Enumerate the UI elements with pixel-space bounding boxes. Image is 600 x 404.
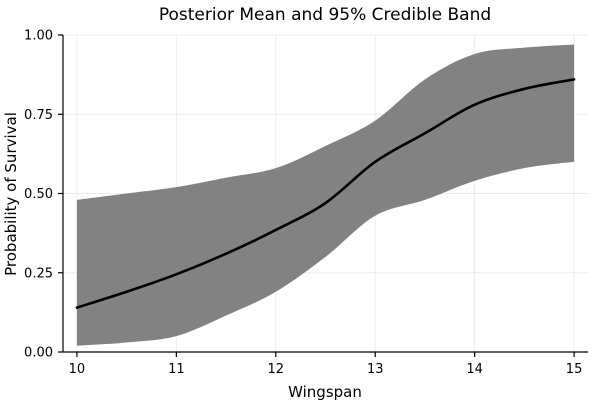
posterior-mean-line: [75, 78, 576, 309]
y-tick-labels: 0.00 0.25 0.50 0.75 1.00: [24, 29, 53, 361]
x-tick-label: 15: [566, 362, 583, 377]
x-tick-label: 13: [367, 362, 384, 377]
x-tick-label: 10: [69, 362, 86, 377]
y-tick-label: 0.25: [24, 266, 53, 281]
y-tick-label: 0.75: [24, 108, 53, 123]
x-axis-label: Wingspan: [288, 383, 362, 400]
x-tick-label: 12: [268, 362, 285, 377]
x-tick-labels: 10 11 12 13 14 15: [69, 362, 583, 377]
credible-band-layer: [76, 44, 575, 346]
mean-line-layer: [75, 78, 576, 309]
y-tick-label: 1.00: [24, 29, 53, 44]
y-axis-label: Probability of Survival: [2, 112, 20, 276]
y-tick-label: 0.00: [24, 346, 53, 361]
x-tick-label: 11: [168, 362, 185, 377]
x-tick-label: 14: [466, 362, 483, 377]
axes: [58, 34, 588, 357]
chart-title: Posterior Mean and 95% Credible Band: [159, 5, 491, 25]
credible-band-area: [76, 44, 575, 346]
y-tick-label: 0.50: [24, 187, 53, 202]
